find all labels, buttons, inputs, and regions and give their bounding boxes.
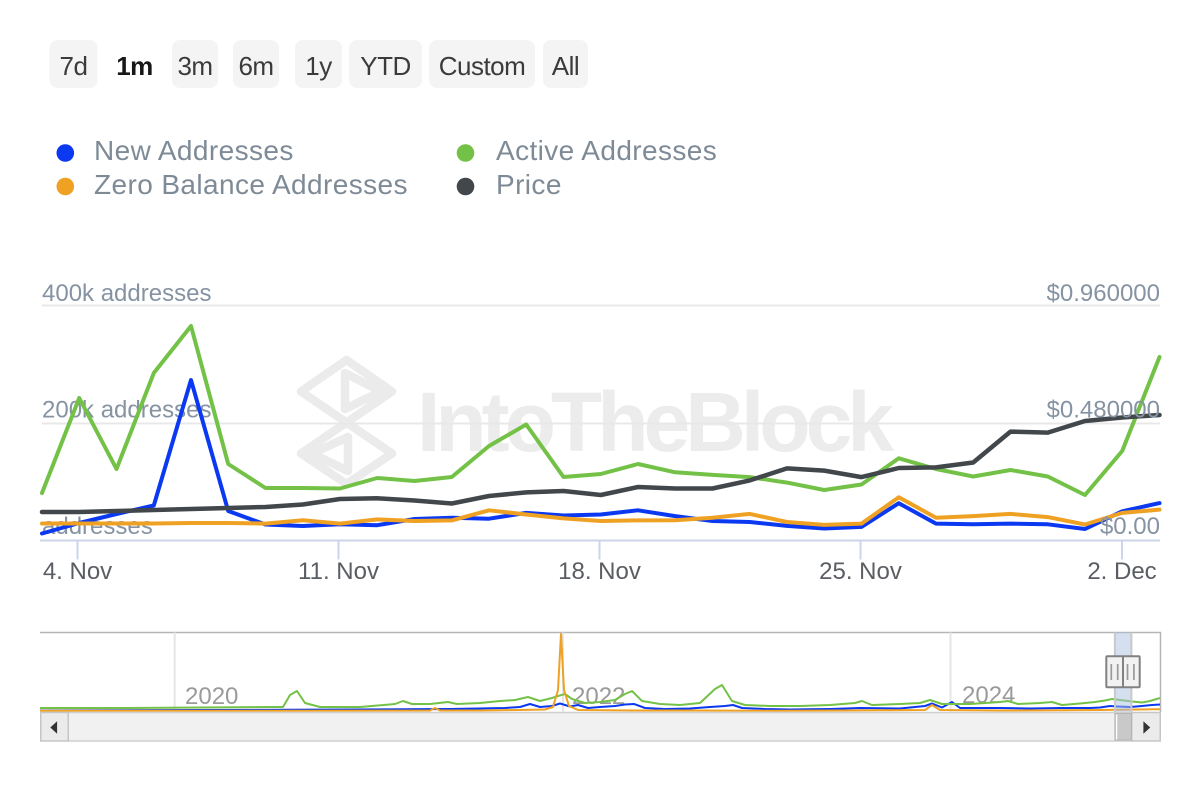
svg-text:400k addresses: 400k addresses: [42, 280, 211, 307]
svg-text:IntoTheBlock: IntoTheBlock: [417, 375, 894, 469]
svg-text:Custom: Custom: [439, 51, 526, 81]
svg-text:11. Nov: 11. Nov: [298, 558, 379, 585]
svg-text:18. Nov: 18. Nov: [558, 558, 641, 585]
svg-text:7d: 7d: [60, 51, 88, 81]
svg-text:$0.960000: $0.960000: [1047, 280, 1160, 307]
svg-text:All: All: [552, 51, 579, 81]
svg-text:Zero Balance Addresses: Zero Balance Addresses: [94, 169, 408, 200]
svg-text:1y: 1y: [305, 51, 332, 81]
svg-text:$0.480000: $0.480000: [1047, 397, 1160, 424]
svg-text:2020: 2020: [185, 683, 238, 710]
svg-text:$0.00: $0.00: [1100, 513, 1160, 540]
svg-text:New Addresses: New Addresses: [94, 135, 294, 166]
svg-text:Price: Price: [496, 169, 562, 200]
svg-text:25. Nov: 25. Nov: [819, 558, 902, 585]
svg-text:2. Dec: 2. Dec: [1087, 558, 1156, 585]
svg-text:4. Nov: 4. Nov: [43, 558, 112, 585]
svg-text:Active Addresses: Active Addresses: [496, 135, 717, 166]
svg-text:YTD: YTD: [360, 51, 411, 81]
svg-text:3m: 3m: [177, 51, 212, 81]
svg-text:6m: 6m: [238, 51, 273, 81]
svg-text:1m: 1m: [116, 51, 153, 81]
